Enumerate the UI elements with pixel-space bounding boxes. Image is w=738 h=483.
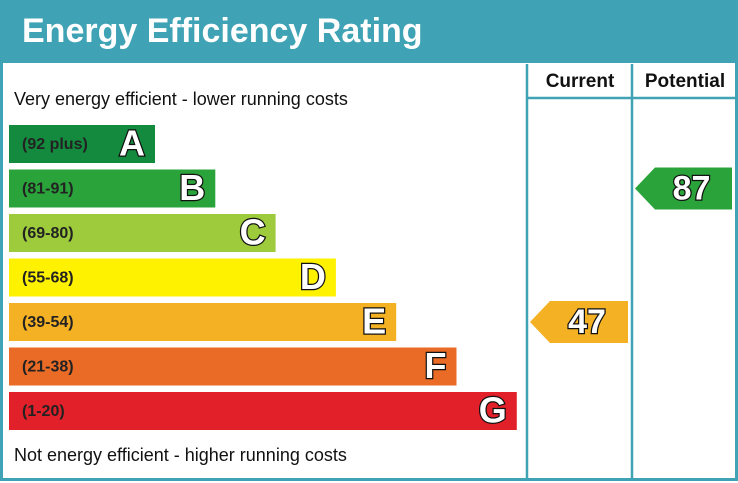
band-letter: C xyxy=(240,212,266,253)
top-note: Very energy efficient - lower running co… xyxy=(14,89,348,109)
band-range: (55-68) xyxy=(22,270,74,287)
band-letter: F xyxy=(425,345,447,386)
band-letter: E xyxy=(362,301,386,342)
band-range: (39-54) xyxy=(22,314,74,331)
band-letter: D xyxy=(300,256,326,297)
title-bar xyxy=(0,0,738,60)
band-range: (81-91) xyxy=(22,181,74,198)
rating-value: 47 xyxy=(568,303,606,341)
band xyxy=(9,169,216,208)
band xyxy=(9,258,336,297)
column-header: Current xyxy=(546,71,615,92)
band xyxy=(9,347,457,386)
band-letter: A xyxy=(119,123,145,164)
band-range: (21-38) xyxy=(22,359,74,376)
band xyxy=(9,125,155,163)
band-range: (1-20) xyxy=(22,403,65,420)
rating-value: 87 xyxy=(673,169,711,207)
frame xyxy=(0,60,738,481)
band xyxy=(9,303,397,341)
band xyxy=(9,392,517,430)
band-range: (69-80) xyxy=(22,225,74,242)
band xyxy=(9,214,276,252)
bottom-note: Not energy efficient - higher running co… xyxy=(14,445,347,465)
band-range: (92 plus) xyxy=(22,136,88,153)
chart-title: Energy Efficiency Rating xyxy=(22,12,423,50)
column-header: Potential xyxy=(645,71,725,92)
rating-arrow xyxy=(635,167,732,210)
band-letter: B xyxy=(179,167,205,208)
band-letter: G xyxy=(479,390,507,431)
rating-arrow xyxy=(530,301,628,343)
